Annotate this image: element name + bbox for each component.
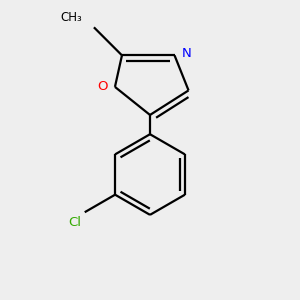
Text: N: N <box>182 47 192 60</box>
Text: Cl: Cl <box>68 216 81 229</box>
Text: O: O <box>98 80 108 93</box>
Text: CH₃: CH₃ <box>60 11 82 24</box>
